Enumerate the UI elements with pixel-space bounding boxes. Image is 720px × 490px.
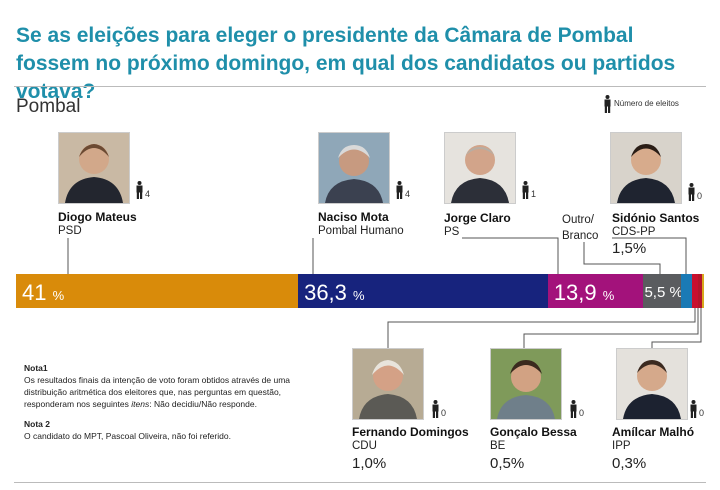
photo-fernando-domingos: [352, 348, 424, 420]
elected-diogo-mateus: 4: [136, 181, 150, 199]
segment-label-0: 41 %: [22, 280, 65, 305]
photo-goncalo-bessa: [490, 348, 562, 420]
person-icon: [522, 181, 529, 199]
person-icon: [432, 400, 439, 418]
bar-segment-3: [643, 274, 682, 308]
candidate-party: IPP: [612, 440, 631, 452]
person-icon: [570, 400, 577, 418]
candidate-name: Gonçalo Bessa: [490, 425, 577, 439]
candidate-party: PSD: [58, 225, 82, 237]
pct-value: 0,5: [490, 455, 511, 472]
connector-goncalo-bessa: [523, 308, 699, 348]
segment-label-2: 13,9 %: [553, 280, 615, 305]
person-icon: [688, 183, 695, 201]
candidate-party: CDS-PP: [612, 226, 656, 238]
segment-label-1: 36,3 %: [304, 280, 365, 305]
divider: [14, 86, 706, 87]
candidate-name: Amílcar Malhó: [612, 425, 695, 439]
legend: Número de eleitos: [604, 95, 679, 113]
pct-value: 1,5: [612, 240, 633, 257]
elected-jorge-claro: 1: [522, 181, 536, 199]
region-label: Pombal: [16, 96, 81, 117]
person-icon: [136, 181, 143, 199]
bar-segment-4: [681, 274, 692, 308]
elected-amilcar-malho: 0: [690, 400, 704, 418]
candidate-party: BE: [490, 440, 506, 452]
bar-segment-7: [701, 274, 704, 308]
legend-label: Número de eleitos: [614, 99, 679, 109]
elected-goncalo-bessa: 0: [570, 400, 584, 418]
candidate-percent: 1,5%: [612, 240, 646, 257]
note1-title: Nota1: [24, 363, 48, 373]
pct-unit: %: [632, 240, 647, 257]
elected-fernando-domingos: 0: [432, 400, 446, 418]
other-blank-label: Outro/ Branco: [562, 214, 599, 242]
pct-value: 0,3: [612, 455, 633, 472]
candidate-name: Naciso Mota: [318, 210, 389, 224]
chart-title: Se as eleições para eleger o presidente …: [16, 24, 676, 103]
pct-value: 1,0: [352, 455, 373, 472]
candidate-percent: 1,0%: [352, 455, 386, 472]
pct-unit: %: [632, 455, 647, 472]
candidate-party: Pombal Humano: [318, 225, 404, 237]
pct-unit: %: [372, 455, 387, 472]
connector-fernando-domingos: [387, 308, 696, 348]
candidate-name: Sidónio Santos: [612, 211, 700, 225]
person-icon: [690, 400, 697, 418]
photo-diogo-mateus: [58, 132, 130, 204]
candidate-name: Fernando Domingos: [352, 425, 469, 439]
connector-amilcar-malho: [651, 308, 702, 348]
person-icon: [396, 181, 403, 199]
photo-jorge-claro: [444, 132, 516, 204]
segment-label-3: 5,5 %: [644, 284, 683, 301]
note1-text: Os resultados finais da intenção de voto…: [24, 375, 291, 409]
notes: Nota1 Os resultados finais da intenção d…: [24, 358, 329, 442]
candidate-name: Diogo Mateus: [58, 210, 137, 224]
note2-title: Nota 2: [24, 419, 50, 429]
divider-bottom: [14, 482, 706, 483]
photo-sidonio-santos: [610, 132, 682, 204]
pct-unit: %: [510, 455, 525, 472]
bar-segment-0: [16, 274, 299, 308]
elected-naciso-mota: 4: [396, 181, 410, 199]
candidate-name: Jorge Claro: [444, 211, 511, 225]
person-icon: [604, 95, 611, 113]
bar-segment-5: [691, 274, 699, 308]
elected-sidonio-santos: 0: [688, 183, 702, 201]
bar-segment-6: [698, 274, 702, 308]
candidate-percent: 0,5%: [490, 455, 524, 472]
photo-naciso-mota: [318, 132, 390, 204]
note2-text: O candidato do MPT, Pascoal Oliveira, nã…: [24, 431, 231, 441]
bar-segment-1: [298, 274, 548, 308]
stacked-bar: 41 % 36,3 % 13,9 % 5,5 %: [16, 274, 704, 308]
bar-segment-2: [547, 274, 644, 308]
candidate-percent: 0,3%: [612, 455, 646, 472]
photo-amilcar-malho: [616, 348, 688, 420]
candidate-party: PS: [444, 226, 460, 238]
connector-jorge-claro: [462, 237, 559, 274]
candidate-party: CDU: [352, 440, 377, 452]
